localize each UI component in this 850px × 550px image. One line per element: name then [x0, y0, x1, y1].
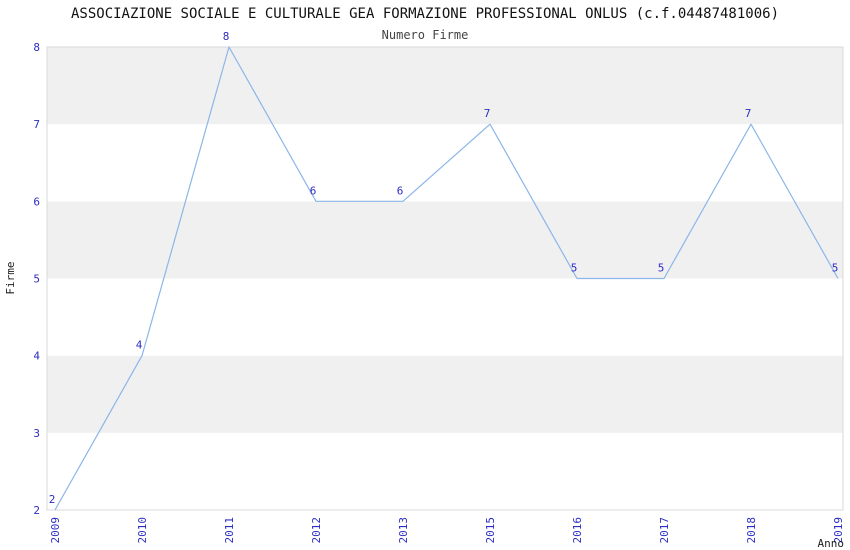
data-point-label: 5 — [571, 262, 578, 275]
series-line — [54, 46, 839, 511]
y-tick-label: 4 — [33, 350, 40, 363]
data-point-label: 7 — [484, 107, 491, 120]
x-tick-label: 2015 — [484, 517, 497, 544]
chart-title: ASSOCIAZIONE SOCIALE E CULTURALE GEA FOR… — [71, 6, 779, 22]
data-point-label: 2 — [49, 493, 56, 506]
plot-band — [47, 124, 843, 202]
y-tick-label: 8 — [33, 41, 40, 54]
plot-band — [47, 355, 843, 433]
data-point-label: 4 — [136, 339, 143, 352]
plot-background-bands — [46, 46, 844, 511]
labels-layer: 2 4 8 6 6 7 5 5 7 5 2 3 4 5 6 7 8 2009 2010 2011 2012 2013 201… — [33, 30, 845, 544]
x-tick-label: 2019 — [832, 517, 845, 544]
chart-subtitle: Numero Firme — [382, 28, 469, 42]
plot-band — [47, 432, 843, 510]
series-layer — [54, 46, 839, 511]
data-point-label: 6 — [397, 184, 404, 197]
x-tick-label: 2018 — [745, 517, 758, 544]
x-tick-label: 2013 — [397, 517, 410, 544]
x-tick-label: 2010 — [136, 517, 149, 544]
y-tick-label: 3 — [33, 427, 40, 440]
data-point-label: 7 — [745, 107, 752, 120]
y-tick-label: 2 — [33, 504, 40, 517]
data-point-label: 5 — [658, 262, 665, 275]
y-tick-label: 7 — [33, 118, 40, 131]
y-axis-title: Firme — [4, 261, 17, 294]
x-tick-label: 2012 — [310, 517, 323, 544]
plot-band — [47, 201, 843, 279]
data-point-label: 6 — [310, 184, 317, 197]
x-tick-label: 2017 — [658, 517, 671, 544]
y-tick-label: 5 — [33, 273, 40, 286]
x-axis-title: Anno — [818, 537, 845, 550]
data-point-label: 5 — [832, 262, 839, 275]
plot-border — [46, 46, 844, 511]
x-tick-label: 2011 — [223, 517, 236, 544]
plot-band — [47, 278, 843, 356]
plot-band — [47, 47, 843, 125]
x-tick-label: 2009 — [49, 517, 62, 544]
y-tick-label: 6 — [33, 195, 40, 208]
data-point-label: 8 — [223, 30, 230, 43]
x-tick-label: 2016 — [571, 517, 584, 544]
